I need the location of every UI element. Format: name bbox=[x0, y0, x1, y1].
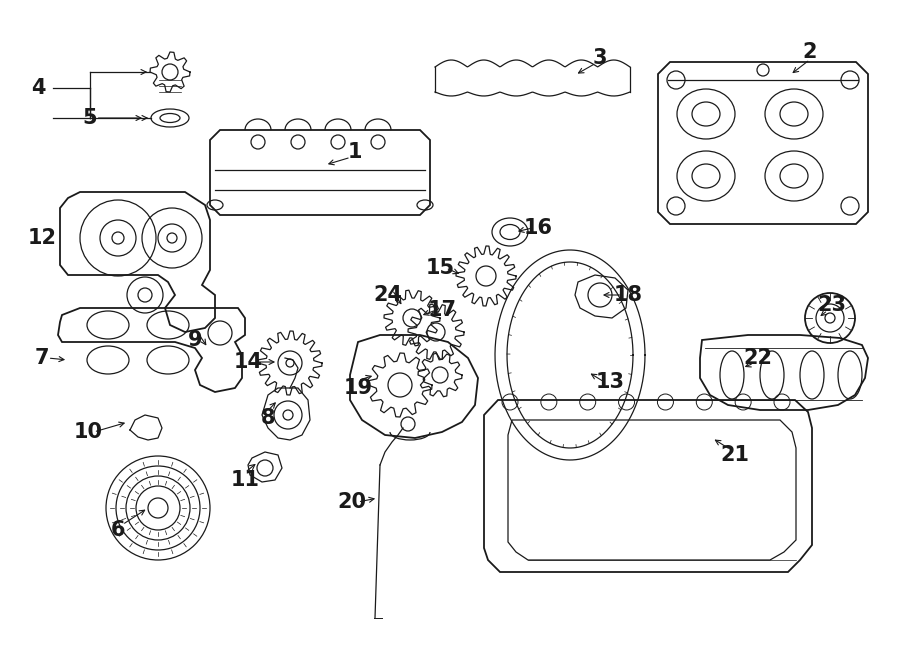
Text: 17: 17 bbox=[428, 300, 456, 320]
Text: 5: 5 bbox=[83, 108, 97, 128]
Text: 10: 10 bbox=[74, 422, 103, 442]
Text: 6: 6 bbox=[111, 520, 125, 540]
Text: 23: 23 bbox=[817, 295, 847, 315]
Text: 12: 12 bbox=[28, 228, 57, 248]
Text: 4: 4 bbox=[31, 78, 45, 98]
Text: 16: 16 bbox=[524, 218, 553, 238]
Text: 3: 3 bbox=[593, 48, 608, 68]
Text: 21: 21 bbox=[721, 445, 750, 465]
Text: 19: 19 bbox=[344, 378, 373, 398]
Text: 2: 2 bbox=[803, 42, 817, 62]
Text: 24: 24 bbox=[374, 285, 402, 305]
Text: 8: 8 bbox=[261, 408, 275, 428]
Text: 11: 11 bbox=[230, 470, 259, 490]
Text: 20: 20 bbox=[338, 492, 366, 512]
Text: 18: 18 bbox=[614, 285, 643, 305]
Text: 15: 15 bbox=[426, 258, 454, 278]
Text: 14: 14 bbox=[233, 352, 263, 372]
Text: 9: 9 bbox=[188, 330, 202, 350]
Text: 22: 22 bbox=[743, 348, 772, 368]
Text: 1: 1 bbox=[347, 142, 362, 162]
Text: 7: 7 bbox=[35, 348, 50, 368]
Text: 13: 13 bbox=[596, 372, 625, 392]
